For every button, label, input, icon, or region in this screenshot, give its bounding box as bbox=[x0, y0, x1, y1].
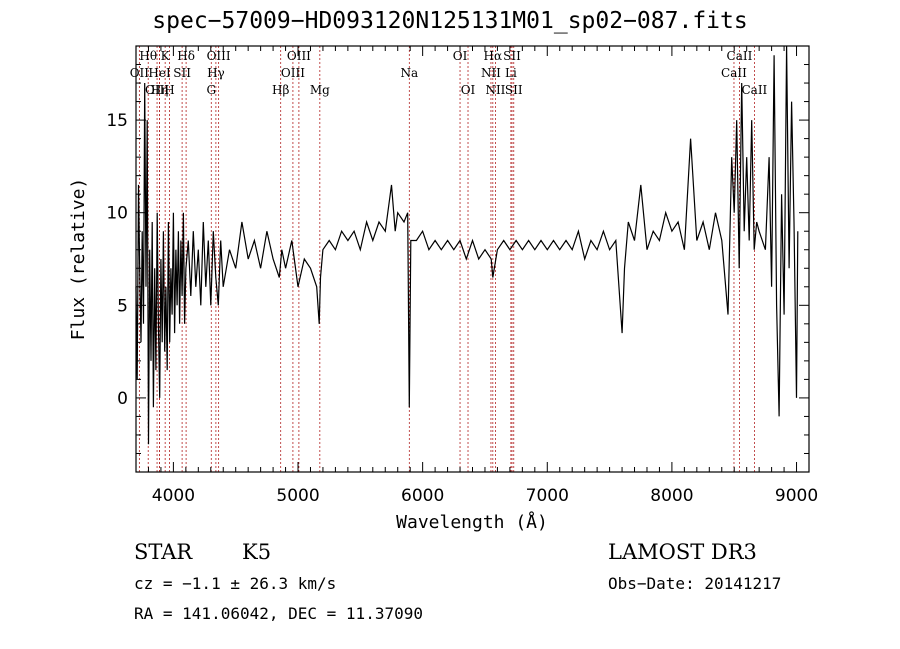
spectral-line-label-1: Hθ bbox=[139, 49, 157, 63]
spectral-line-label-3: HeI bbox=[148, 66, 171, 80]
x-axis-ticks: 4000 5000 6000 7000 8000 9000 bbox=[147, 46, 818, 506]
spectral-line-label-23: Li bbox=[505, 66, 517, 80]
spectral-line-label-19: NII bbox=[481, 66, 501, 80]
spectral-line-label-11: OIII bbox=[207, 49, 231, 63]
spectral-line-labels: OII Hθ OIII HeI K HηH SII Hδ G Hγ OIII Hβ OIII OIII Mg… bbox=[130, 49, 768, 97]
spectral-line-label-13: OIII bbox=[281, 66, 305, 80]
spectral-line-markers bbox=[138, 46, 755, 472]
spectral-line-label-27: CaII bbox=[741, 83, 767, 97]
x-tick-label-0: 4000 bbox=[152, 486, 195, 506]
spectral-line-label-7: SII bbox=[173, 66, 191, 80]
x-tick-label-4: 8000 bbox=[650, 486, 693, 506]
object-class: STAR bbox=[134, 540, 193, 564]
y-tick-label-1: 5 bbox=[117, 296, 128, 316]
spectral-line-label-26: CaII bbox=[727, 49, 753, 63]
x-axis-label: Wavelength (Å) bbox=[396, 511, 548, 533]
spectral-line-label-16: Na bbox=[400, 66, 418, 80]
spectral-line-label-22: SII bbox=[503, 49, 521, 63]
object-subclass: K5 bbox=[242, 540, 272, 564]
y-tick-label-2: 10 bbox=[106, 204, 128, 224]
x-tick-label-2: 6000 bbox=[401, 486, 444, 506]
spectral-line-label-2: OIII bbox=[145, 83, 169, 97]
spectral-line-label-25: CaII bbox=[721, 66, 747, 80]
spectral-line-label-0: OII bbox=[130, 66, 150, 80]
coordinates: RA = 141.06042, DEC = 11.37090 bbox=[134, 604, 423, 623]
spectral-line-label-17: OI bbox=[453, 49, 468, 63]
x-tick-label-3: 7000 bbox=[526, 486, 569, 506]
redshift-text: cz = −1.1 ± 26.3 km/s bbox=[134, 574, 337, 593]
x-tick-label-5: 9000 bbox=[775, 486, 818, 506]
x-tick-label-1: 5000 bbox=[276, 486, 319, 506]
spectral-line-label-9: G bbox=[206, 83, 216, 97]
spectral-line-label-18: OI bbox=[461, 83, 476, 97]
spectral-line-label-6: H bbox=[164, 83, 174, 97]
spectral-line-label-10: Hγ bbox=[207, 66, 225, 80]
obs-date: Obs−Date: 20141217 bbox=[608, 574, 782, 593]
survey-name: LAMOST DR3 bbox=[608, 540, 757, 564]
y-tick-label-3: 15 bbox=[106, 111, 128, 131]
spectral-line-label-14: OIII bbox=[287, 49, 311, 63]
spectral-line-label-21: NII bbox=[485, 83, 505, 97]
spectral-line-label-15: Mg bbox=[310, 83, 330, 97]
spectral-line-label-4: K bbox=[161, 49, 171, 63]
spectral-line-label-20: Hα bbox=[484, 49, 503, 63]
spectral-line-label-5: Hη bbox=[151, 83, 169, 97]
spectral-line-label-12: Hβ bbox=[272, 83, 289, 97]
spectral-line-label-8: Hδ bbox=[177, 49, 195, 63]
y-axis-label: Flux (relative) bbox=[68, 178, 89, 341]
flux-series-line bbox=[135, 45, 799, 445]
y-tick-label-0: 0 bbox=[117, 389, 128, 409]
y-axis-ticks: 0 5 10 15 bbox=[106, 64, 809, 454]
spectral-line-label-24: SII bbox=[505, 83, 523, 97]
chart-title: spec−57009−HD093120N125131M01_sp02−087.f… bbox=[152, 8, 748, 34]
title: spec−57009−HD093120N125131M01_sp02−087.f… bbox=[0, 8, 900, 34]
